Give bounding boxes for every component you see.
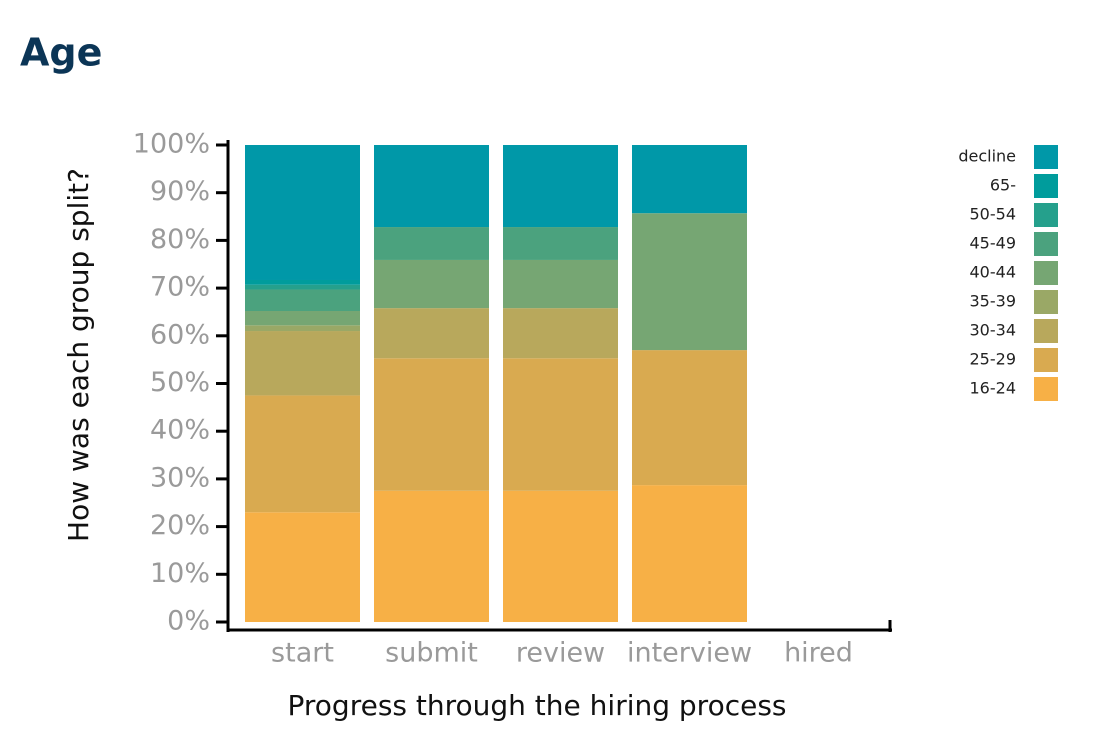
legend-swatch [1034, 232, 1058, 256]
y-tick-label: 80% [150, 224, 210, 255]
x-tick-label: start [271, 638, 334, 669]
y-axis-title: How was each group split? [62, 168, 95, 542]
y-tick-label: 20% [150, 510, 210, 541]
y-tick-label: 70% [150, 272, 210, 303]
bar-segment [245, 325, 360, 332]
bar-segment [245, 331, 360, 396]
bar-segment [503, 259, 618, 309]
legend-swatch [1034, 145, 1058, 169]
bar-segment [374, 490, 489, 622]
bar-segment [503, 308, 618, 359]
bar-segment [632, 213, 747, 351]
bar-segment [374, 308, 489, 359]
legend-swatch [1034, 319, 1058, 343]
legend-label: decline [958, 147, 1016, 166]
legend-swatch [1034, 174, 1058, 198]
bar-segment [632, 350, 747, 486]
y-tick-label: 30% [150, 462, 210, 493]
legend-swatch [1034, 203, 1058, 227]
legend-swatch [1034, 348, 1058, 372]
y-tick-label: 60% [150, 319, 210, 350]
legend-label: 16-24 [970, 379, 1017, 398]
x-tick-label: review [516, 638, 605, 669]
bar-segment [503, 358, 618, 491]
legend-label: 35-39 [970, 292, 1017, 311]
bar-segment [374, 358, 489, 491]
x-tick-label: submit [385, 638, 478, 669]
y-tick-label: 10% [150, 558, 210, 589]
bar-segment [245, 512, 360, 622]
x-axis-title: Progress through the hiring process [288, 689, 787, 722]
y-tick-label: 50% [150, 367, 210, 398]
bar-segment [632, 485, 747, 622]
x-tick-label: hired [784, 638, 853, 669]
y-tick-label: 90% [150, 176, 210, 207]
legend-label: 30-34 [970, 321, 1017, 340]
bar-segment [632, 145, 747, 214]
bar-segment [374, 227, 489, 260]
legend-label: 45-49 [970, 234, 1017, 253]
y-tick-label: 40% [150, 415, 210, 446]
legend-swatch [1034, 261, 1058, 285]
bar-segment [245, 284, 360, 290]
legend-label: 40-44 [970, 263, 1017, 282]
legend-swatch [1034, 377, 1058, 401]
bar-segment [245, 395, 360, 513]
legend-label: 50-54 [970, 205, 1017, 224]
bar-segment [245, 145, 360, 280]
y-tick-label: 0% [167, 606, 210, 637]
chart-title: Age [20, 31, 102, 75]
legend-label: 65- [990, 176, 1016, 195]
legend-label: 25-29 [970, 350, 1017, 369]
bar-segment [245, 289, 360, 311]
bar-segment [245, 310, 360, 326]
bar-segment [374, 259, 489, 309]
bar-segment [245, 279, 360, 285]
bar-segment [503, 490, 618, 622]
bar-segment [503, 227, 618, 260]
y-tick-label: 100% [133, 129, 210, 160]
x-tick-label: interview [627, 638, 752, 669]
legend-swatch [1034, 290, 1058, 314]
bar-segment [374, 145, 489, 228]
bar-segment [503, 145, 618, 228]
